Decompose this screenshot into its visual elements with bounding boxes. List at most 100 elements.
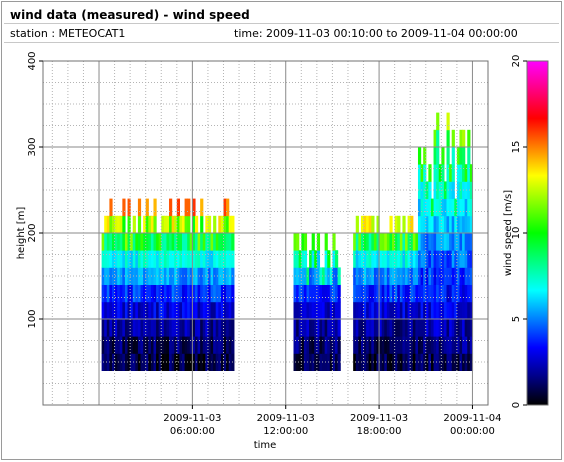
heatmap-cell xyxy=(135,301,139,320)
heatmap-cell xyxy=(454,319,458,337)
heatmap-cell xyxy=(467,284,471,303)
heatmap-cell xyxy=(228,284,232,303)
heatmap-cell xyxy=(117,301,121,320)
heatmap-cell xyxy=(425,301,429,320)
heatmap-cell xyxy=(109,233,113,251)
heatmap-cell xyxy=(319,301,323,320)
station-label: station : METEOCAT1 xyxy=(10,27,126,40)
heatmap-cell xyxy=(371,233,375,251)
heatmap-cell xyxy=(454,215,458,234)
heatmap-cell xyxy=(464,301,468,320)
heatmap-cell xyxy=(407,233,411,251)
y-tick-label: 400 xyxy=(27,51,38,70)
heatmap-cell xyxy=(469,353,474,371)
heatmap-cell xyxy=(425,284,429,303)
heatmap-cell xyxy=(430,233,435,251)
heatmap-cell xyxy=(355,215,359,234)
heatmap-cell xyxy=(303,250,308,268)
heatmap-cell xyxy=(355,233,359,251)
heatmap-cell xyxy=(451,284,455,303)
heatmap-cell xyxy=(158,250,162,268)
heatmap-cell xyxy=(174,284,178,303)
heatmap-cell xyxy=(360,284,365,303)
heatmap-cell xyxy=(381,319,385,337)
heatmap-cell xyxy=(124,336,129,354)
heatmap-cell xyxy=(324,233,328,251)
heatmap-cell xyxy=(192,336,196,354)
heatmap-cell xyxy=(358,353,362,371)
heatmap-cell xyxy=(218,336,222,354)
heatmap-cell xyxy=(122,353,126,371)
heatmap-cell xyxy=(298,267,302,285)
heatmap-cell xyxy=(114,336,118,354)
heatmap-cell xyxy=(187,267,191,285)
heatmap-cell xyxy=(220,233,225,251)
heatmap-cell xyxy=(179,250,183,268)
heatmap-cell xyxy=(394,301,398,320)
heatmap-cell xyxy=(379,233,383,251)
heatmap-cell xyxy=(205,284,209,303)
heatmap-cell xyxy=(441,147,445,165)
heatmap-cell xyxy=(200,267,204,285)
heatmap-cell xyxy=(114,215,118,234)
heatmap-cell xyxy=(417,284,422,303)
heatmap-cell xyxy=(459,267,463,285)
heatmap-cell xyxy=(360,250,365,268)
heatmap-cell xyxy=(301,250,305,268)
heatmap-cell xyxy=(153,301,157,320)
heatmap-cell xyxy=(104,250,108,268)
heatmap-cell xyxy=(220,267,225,285)
heatmap-cell xyxy=(368,250,372,268)
heatmap-cell xyxy=(231,336,235,354)
heatmap-cell xyxy=(371,267,375,285)
heatmap-cell xyxy=(223,267,227,285)
heatmap-cell xyxy=(425,319,429,337)
heatmap-cell xyxy=(469,267,474,285)
heatmap-cell xyxy=(111,215,116,234)
heatmap-cell xyxy=(309,336,313,354)
heatmap-cell xyxy=(469,284,474,303)
heatmap-cell xyxy=(106,233,110,251)
heatmap-cell xyxy=(449,215,453,234)
heatmap-cell xyxy=(464,164,468,182)
heatmap-cell xyxy=(226,284,230,303)
heatmap-cell xyxy=(202,284,206,303)
heatmap-cell xyxy=(171,250,175,268)
heatmap-cell xyxy=(454,301,458,320)
heatmap-cell xyxy=(462,198,466,217)
heatmap-cell xyxy=(420,301,424,320)
heatmap-cell xyxy=(153,233,157,251)
heatmap-cell xyxy=(417,198,422,217)
heatmap-cell xyxy=(430,215,435,234)
heatmap-cell xyxy=(101,336,105,354)
heatmap-cell xyxy=(296,267,300,285)
heatmap-cell xyxy=(148,284,152,303)
heatmap-cell xyxy=(220,353,225,371)
heatmap-cell xyxy=(438,284,442,303)
heatmap-cell xyxy=(412,267,416,285)
heatmap-cell xyxy=(381,353,385,371)
heatmap-cell xyxy=(410,353,414,371)
heatmap-cell xyxy=(184,319,188,337)
heatmap-cell xyxy=(311,319,315,337)
heatmap-cell xyxy=(145,250,149,268)
heatmap-cell xyxy=(392,353,396,371)
heatmap-cell xyxy=(324,284,328,303)
heatmap-cell xyxy=(182,250,186,268)
heatmap-cell xyxy=(194,336,199,354)
heatmap-cell xyxy=(226,353,230,371)
x-tick-label-date: 2009-11-03 xyxy=(257,413,315,424)
heatmap-cell xyxy=(226,198,230,217)
heatmap-cell xyxy=(140,336,144,354)
heatmap-cell xyxy=(433,198,437,217)
heatmap-cell xyxy=(316,284,321,303)
heatmap-cell xyxy=(171,284,175,303)
heatmap-cell xyxy=(319,319,323,337)
heatmap-cell xyxy=(438,181,442,199)
heatmap-cell xyxy=(213,284,217,303)
heatmap-cell xyxy=(293,319,297,337)
heatmap-cell xyxy=(407,301,411,320)
heatmap-cell xyxy=(428,215,432,234)
heatmap-cell xyxy=(384,301,388,320)
heatmap-cell xyxy=(179,336,183,354)
